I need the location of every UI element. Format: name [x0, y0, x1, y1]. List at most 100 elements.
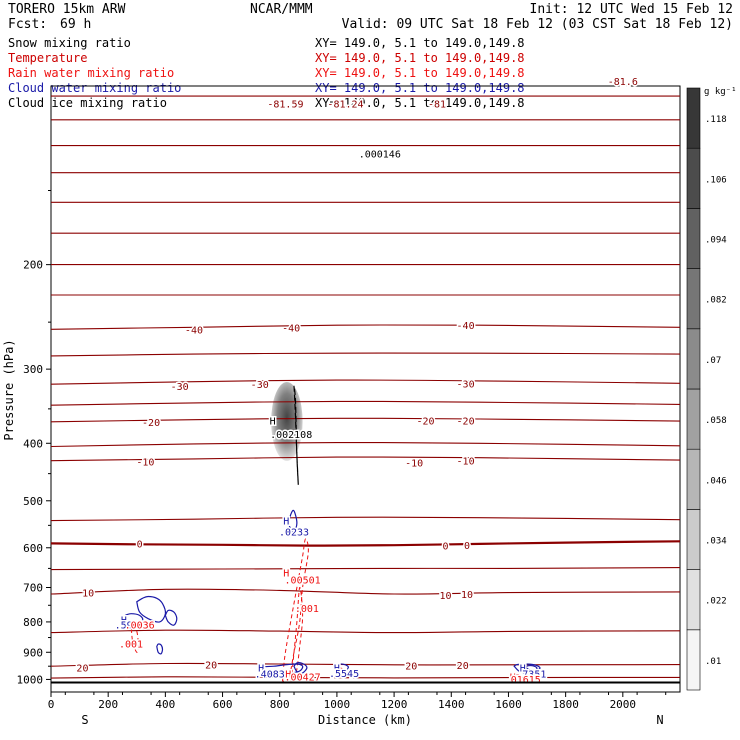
isotherm-line: [51, 442, 680, 448]
field-xy-temperature: XY= 149.0, 5.1 to 149.0,149.8: [315, 51, 525, 65]
field-name-snow: Snow mixing ratio: [8, 36, 131, 50]
contour-label: H: [121, 616, 127, 627]
field-name-cloud-ice: Cloud ice mixing ratio: [8, 96, 167, 110]
contour-label: .5545: [329, 669, 359, 680]
cloud-water-contour: [156, 643, 164, 655]
cloud-water-contour: [287, 509, 298, 534]
colorbar-segment: [686, 328, 701, 390]
contour-label: H: [285, 670, 291, 681]
x-tick-label: 400: [155, 698, 175, 711]
contour-label: 0: [137, 539, 143, 550]
colorbar-segment: [686, 448, 701, 510]
forecast-hour: 69 h: [60, 17, 91, 32]
left-end-label: S: [81, 713, 88, 727]
contour-label: 20: [457, 661, 469, 672]
x-tick-label: 1200: [381, 698, 408, 711]
contour-label: H: [520, 664, 526, 675]
x-tick-label: 200: [98, 698, 118, 711]
contour-label: .002108: [270, 430, 312, 441]
colorbar-segment: [686, 629, 701, 691]
field-name-temperature: Temperature: [8, 51, 87, 65]
colorbar: .01 .022 .034 .046 .058 .07 .082 .094 .106 .118: [686, 87, 727, 691]
colorbar-segment: [686, 509, 701, 570]
colorbar-segment: [686, 87, 701, 149]
contour-label: 0: [443, 542, 449, 553]
colorbar-segment: [686, 208, 701, 269]
snow-shading-area: [271, 381, 303, 461]
colorbar-tick-label: .01: [705, 657, 721, 667]
contour-label: -10: [136, 457, 154, 468]
y-tick-label: 900: [23, 646, 43, 659]
x-tick-label: 2000: [610, 698, 637, 711]
cloud-water-contour: [333, 663, 349, 673]
isotherm-line: [51, 567, 680, 571]
cloud-ice-contours: [293, 385, 299, 485]
isotherm-line: [51, 516, 680, 522]
colorbar-tick-label: .082: [705, 296, 727, 306]
contour-label: .0233: [279, 527, 309, 538]
contour-label: H: [283, 568, 289, 579]
snow-shading-layer: [271, 381, 303, 461]
contour-label: -30: [171, 382, 189, 393]
x-tick-label: 1800: [552, 698, 579, 711]
contour-label: 10: [82, 589, 94, 600]
y-tick-label: 400: [23, 437, 43, 450]
y-axis: 200 300 400 500 600 700 800 900 1000: [17, 189, 51, 686]
contour-label: H: [334, 664, 340, 675]
y-tick-label: 800: [23, 616, 43, 629]
contour-label: 20: [76, 663, 88, 674]
contour-label: .00501: [285, 575, 321, 586]
contour-label: .7351: [516, 670, 546, 681]
contour-annotations: -81.59 -81.24 -81 -81.6 .000146 -40 -40 -40 -30 -…: [75, 75, 639, 687]
x-tick-label: 800: [270, 698, 290, 711]
contour-label: -20: [142, 418, 160, 429]
contour-label: .001: [295, 604, 319, 615]
field-xy-cloud-water: XY= 149.0, 5.1 to 149.0,149.8: [315, 81, 525, 95]
rain-contour: [513, 674, 522, 681]
contour-label: -81.24: [327, 99, 363, 110]
isotherm-line: [51, 588, 680, 595]
contour-label: .01615: [505, 675, 541, 686]
isotherm-line: [51, 352, 680, 357]
contour-label: .0036: [125, 620, 155, 631]
cloud-water-contours: [121, 509, 541, 675]
x-tick-label: 0: [48, 698, 55, 711]
colorbar-unit: g kg⁻¹: [704, 87, 737, 97]
colorbar-tick-label: .07: [705, 356, 721, 366]
contour-label: -30: [251, 380, 269, 391]
colorbar-tick-label: .118: [705, 115, 727, 125]
y-axis-label: Pressure (hPa): [2, 339, 16, 440]
cloud-water-contour: [524, 665, 538, 672]
rain-contour: [290, 586, 304, 683]
cloud-water-contour: [136, 595, 167, 623]
contour-label: -10: [457, 457, 475, 468]
contour-label: -81.6: [608, 77, 638, 88]
field-xy-cloud-ice: XY= 149.0, 5.1 to 149.0,149.8: [315, 96, 525, 110]
field-xy-snow: XY= 149.0, 5.1 to 149.0,149.8: [315, 36, 525, 50]
x-tick-label: 1600: [495, 698, 522, 711]
isotherm-line: [51, 456, 680, 462]
plot-frame: [50, 85, 681, 693]
valid-time: Valid: 09 UTC Sat 18 Feb 12 (03 CST Sat …: [342, 17, 733, 32]
x-tick-label: 1000: [324, 698, 351, 711]
contour-label: H: [283, 517, 289, 528]
contour-label: H: [510, 672, 516, 683]
forecast-label: Fcst:: [8, 17, 47, 32]
contour-label: -40: [457, 321, 475, 332]
contour-label: H: [270, 416, 276, 427]
y-tick-label: 600: [23, 542, 43, 555]
y-tick-label: 700: [23, 582, 43, 595]
colorbar-segment: [686, 569, 701, 631]
isotherm-line: [51, 540, 680, 547]
isotherm-line: [51, 662, 680, 667]
contour-label: -20: [417, 416, 435, 427]
contour-label: -40: [282, 323, 300, 334]
isotherm-line: [51, 324, 680, 330]
y-tick-label: 500: [23, 495, 43, 508]
cloud-water-contour: [261, 663, 304, 675]
chart-title: TORERO 15km ARW: [8, 2, 126, 17]
contour-label: 10: [461, 590, 473, 601]
contour-label: -40: [185, 325, 203, 336]
cloud-ice-contour: [293, 385, 299, 485]
